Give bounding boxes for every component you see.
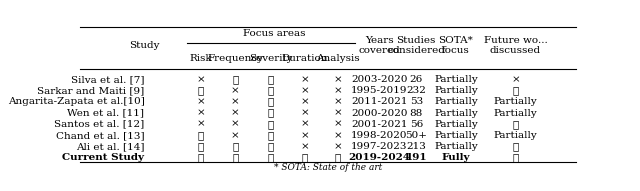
Text: Angarita-Zapata et al.[10]: Angarita-Zapata et al.[10] xyxy=(8,97,145,106)
Text: ×: × xyxy=(300,120,309,129)
Text: Partially: Partially xyxy=(434,86,478,95)
Text: Partially: Partially xyxy=(434,97,478,106)
Text: ✓: ✓ xyxy=(232,75,238,84)
Text: Partially: Partially xyxy=(434,108,478,118)
Text: ✓: ✓ xyxy=(197,86,204,95)
Text: ×: × xyxy=(196,108,205,118)
Text: * SOTA: State of the art: * SOTA: State of the art xyxy=(274,163,382,172)
Text: Partially: Partially xyxy=(493,97,538,106)
Text: ✓: ✓ xyxy=(513,86,518,95)
Text: ✓: ✓ xyxy=(268,120,274,129)
Text: 232: 232 xyxy=(406,86,426,95)
Text: Analysis: Analysis xyxy=(316,54,360,63)
Text: ×: × xyxy=(300,97,309,106)
Text: ✓: ✓ xyxy=(513,153,518,162)
Text: Partially: Partially xyxy=(434,142,478,151)
Text: Years
covered: Years covered xyxy=(358,36,400,55)
Text: ×: × xyxy=(300,131,309,140)
Text: 56: 56 xyxy=(410,120,423,129)
Text: Future wo...
discussed: Future wo... discussed xyxy=(484,36,547,55)
Text: Severity: Severity xyxy=(249,54,292,63)
Text: 2019-2024: 2019-2024 xyxy=(348,153,410,162)
Text: ✓: ✓ xyxy=(197,142,204,151)
Text: ×: × xyxy=(231,108,239,118)
Text: ×: × xyxy=(333,142,342,151)
Text: 50+: 50+ xyxy=(405,131,428,140)
Text: 2003-2020: 2003-2020 xyxy=(351,75,407,84)
Text: 1998-2020: 1998-2020 xyxy=(351,131,407,140)
Text: SOTA*
focus: SOTA* focus xyxy=(438,36,474,55)
Text: 2001-2021: 2001-2021 xyxy=(351,120,407,129)
Text: ×: × xyxy=(196,120,205,129)
Text: ✓: ✓ xyxy=(268,153,274,162)
Text: Wen et al. [11]: Wen et al. [11] xyxy=(67,108,145,118)
Text: 53: 53 xyxy=(410,97,423,106)
Text: ✓: ✓ xyxy=(232,142,238,151)
Text: Ali et al. [14]: Ali et al. [14] xyxy=(76,142,145,151)
Text: Duration: Duration xyxy=(282,54,328,63)
Text: Studies
considered: Studies considered xyxy=(387,36,445,55)
Text: Current Study: Current Study xyxy=(63,153,145,162)
Text: ✓: ✓ xyxy=(513,142,518,151)
Text: ✓: ✓ xyxy=(197,153,204,162)
Text: Silva et al. [7]: Silva et al. [7] xyxy=(71,75,145,84)
Text: Frequency: Frequency xyxy=(207,54,263,63)
Text: Partially: Partially xyxy=(493,108,538,118)
Text: Study: Study xyxy=(129,41,160,50)
Text: ✓: ✓ xyxy=(301,153,308,162)
Text: ×: × xyxy=(333,120,342,129)
Text: ✓: ✓ xyxy=(268,86,274,95)
Text: ×: × xyxy=(333,75,342,84)
Text: 213: 213 xyxy=(406,142,426,151)
Text: Partially: Partially xyxy=(434,131,478,140)
Text: Santos et al. [12]: Santos et al. [12] xyxy=(54,120,145,129)
Text: ×: × xyxy=(333,131,342,140)
Text: ✓: ✓ xyxy=(513,120,518,129)
Text: 88: 88 xyxy=(410,108,423,118)
Text: ×: × xyxy=(333,108,342,118)
Text: ✓: ✓ xyxy=(268,75,274,84)
Text: ✓: ✓ xyxy=(232,153,238,162)
Text: Partially: Partially xyxy=(434,75,478,84)
Text: 2011-2021: 2011-2021 xyxy=(351,97,407,106)
Text: ×: × xyxy=(196,97,205,106)
Text: ×: × xyxy=(300,75,309,84)
Text: ×: × xyxy=(231,86,239,95)
Text: ×: × xyxy=(300,142,309,151)
Text: ×: × xyxy=(231,97,239,106)
Text: ✓: ✓ xyxy=(268,108,274,118)
Text: 191: 191 xyxy=(406,153,427,162)
Text: ×: × xyxy=(333,86,342,95)
Text: 2000-2020: 2000-2020 xyxy=(351,108,407,118)
Text: Partially: Partially xyxy=(434,120,478,129)
Text: ×: × xyxy=(196,75,205,84)
Text: Chand et al. [13]: Chand et al. [13] xyxy=(56,131,145,140)
Text: ×: × xyxy=(300,86,309,95)
Text: ✓: ✓ xyxy=(268,142,274,151)
Text: 1995-2019: 1995-2019 xyxy=(351,86,407,95)
Text: Fully: Fully xyxy=(442,153,470,162)
Text: ×: × xyxy=(231,120,239,129)
Text: 26: 26 xyxy=(410,75,423,84)
Text: Focus areas: Focus areas xyxy=(243,29,305,38)
Text: Sarkar and Maiti [9]: Sarkar and Maiti [9] xyxy=(37,86,145,95)
Text: ✓: ✓ xyxy=(197,131,204,140)
Text: ×: × xyxy=(231,131,239,140)
Text: ✓: ✓ xyxy=(335,153,341,162)
Text: ×: × xyxy=(333,97,342,106)
Text: Risk: Risk xyxy=(189,54,212,63)
Text: ✓: ✓ xyxy=(268,97,274,106)
Text: ×: × xyxy=(300,108,309,118)
Text: ×: × xyxy=(511,75,520,84)
Text: Partially: Partially xyxy=(493,131,538,140)
Text: 1997-2023: 1997-2023 xyxy=(351,142,407,151)
Text: ✓: ✓ xyxy=(268,131,274,140)
